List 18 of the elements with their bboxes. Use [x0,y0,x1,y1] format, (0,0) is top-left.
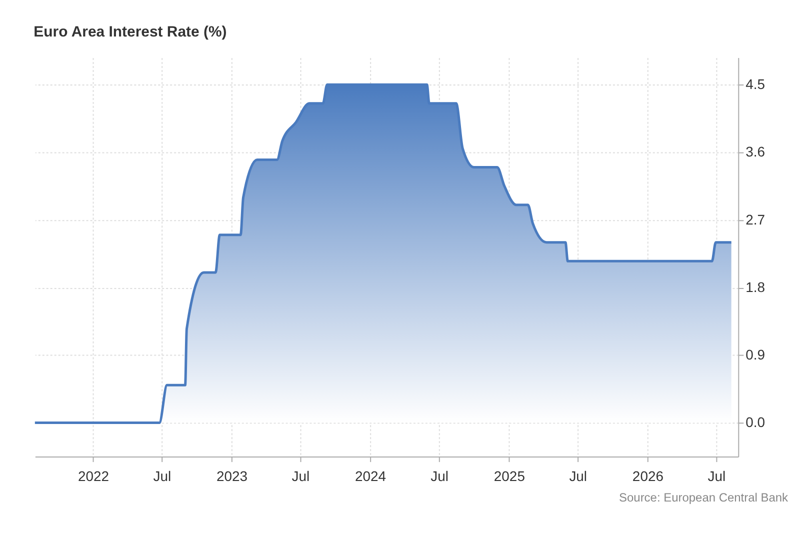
y-tick-label: 4.5 [746,76,766,92]
y-tick-label: 0.0 [746,414,766,430]
y-tick-label: 1.8 [746,278,766,295]
chart-title: Euro Area Interest Rate (%) [34,24,227,41]
x-tick-label: 2022 [78,468,110,484]
x-tick-label: Jul [153,468,172,484]
x-tick-label: 2026 [632,468,664,484]
x-tick-label: 2025 [494,468,526,484]
x-tick-label: Jul [569,468,588,484]
x-tick-label: 2024 [355,468,386,484]
source-note: Source: European Central Bank [619,490,788,504]
x-tick-label: Jul [292,468,310,484]
x-tick-label: Jul [430,468,449,484]
y-tick-label: 2.7 [746,211,766,228]
x-tick-label: 2023 [216,468,248,484]
y-tick-label: 3.6 [746,144,766,160]
y-tick-label: 0.9 [746,346,766,363]
x-tick-label: Jul [708,468,726,484]
